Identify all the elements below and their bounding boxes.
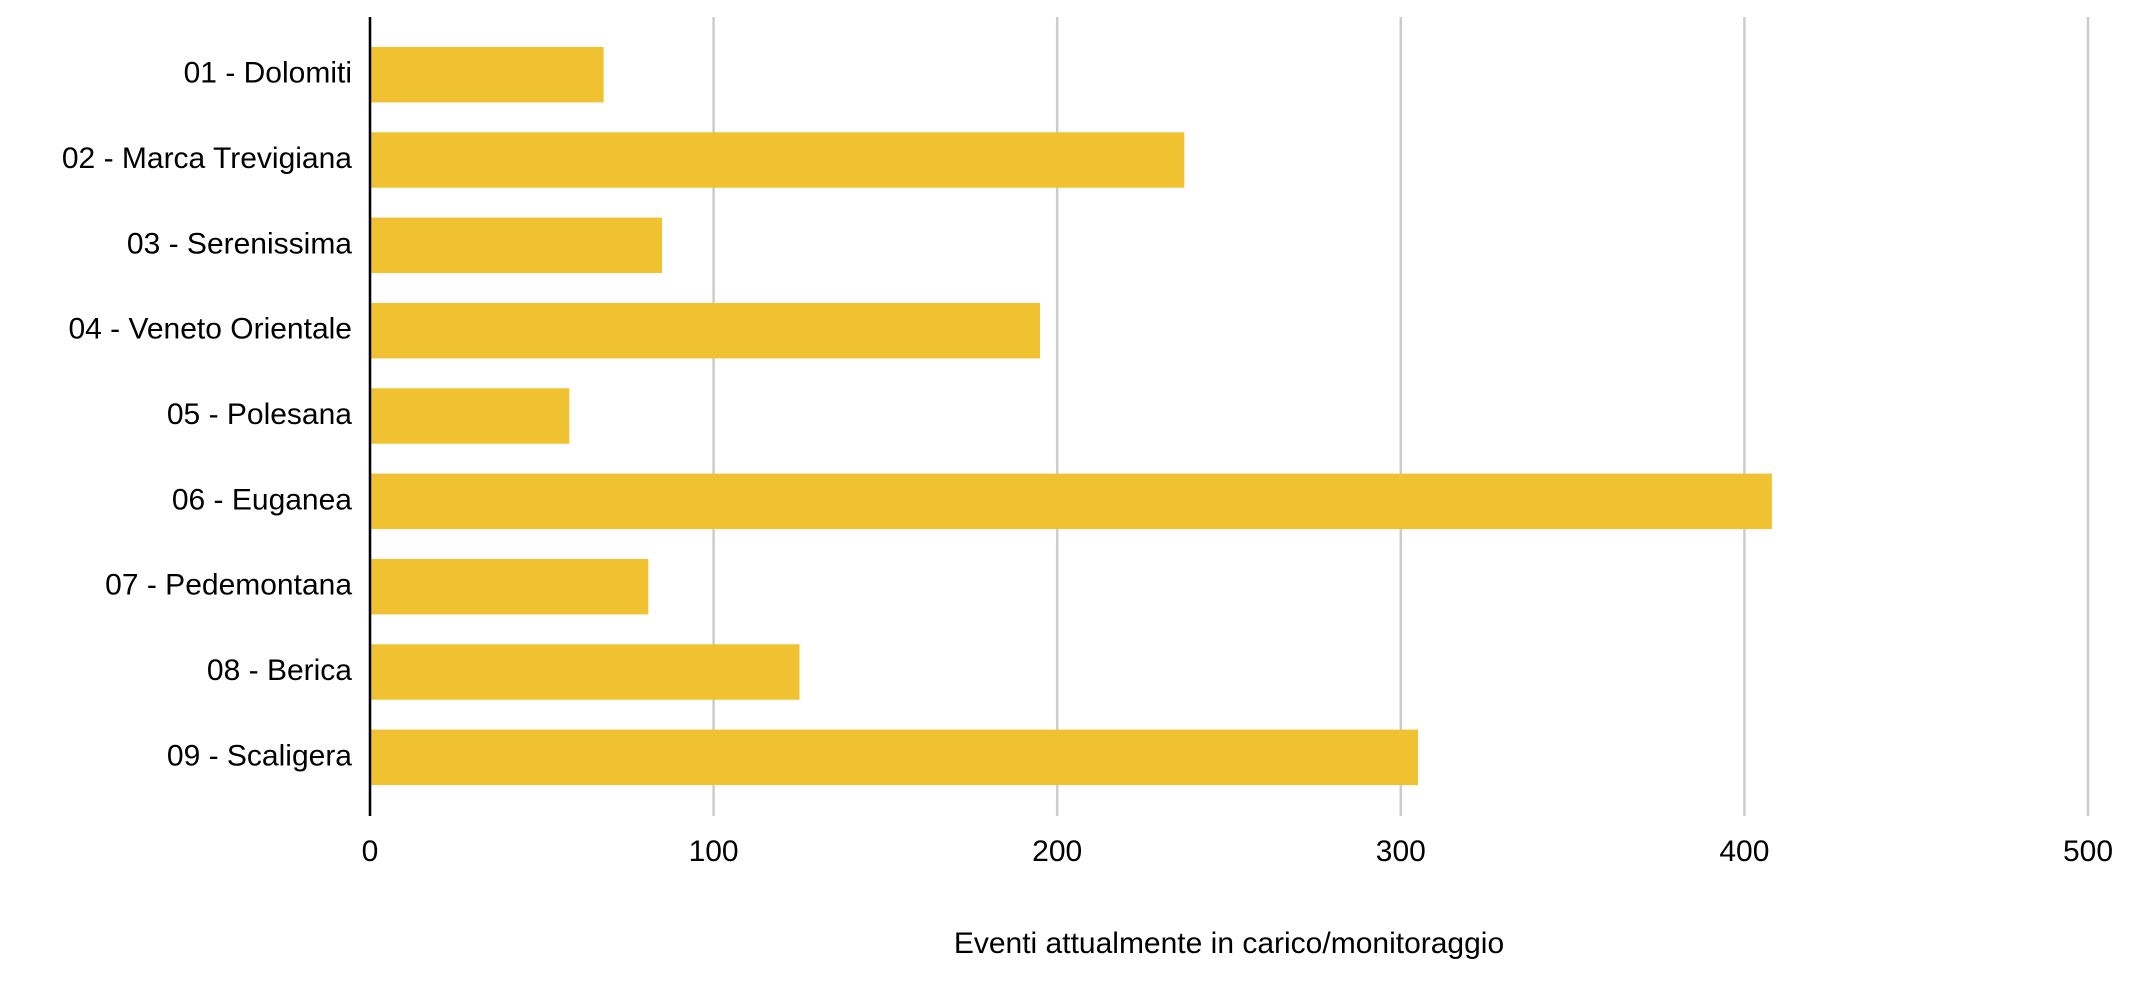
x-tick-label: 200 [1032,835,1082,868]
y-tick-label: 02 - Marca Trevigiana [62,142,352,175]
y-tick-label: 03 - Serenissima [127,227,352,260]
bar [370,302,1041,359]
x-tick-label: 300 [1376,835,1426,868]
bar [370,644,800,700]
x-tick-label: 0 [362,835,379,868]
y-tick-label: 07 - Pedemontana [105,569,352,602]
x-tick-label: 500 [2063,835,2113,868]
bar [370,558,649,615]
bar [370,729,1418,786]
bar [370,46,604,103]
y-tick-label: 08 - Berica [207,654,352,687]
bar [370,132,1185,188]
bar [370,388,570,444]
y-tick-label: 05 - Polesana [167,398,352,431]
x-axis-title: Eventi attualmente in carico/monitoraggi… [954,927,1504,960]
y-tick-label: 04 - Veneto Orientale [68,313,352,346]
x-tick-label: 400 [1719,835,1769,868]
x-tick-label: 100 [689,835,739,868]
bar [370,473,1772,530]
y-tick-label: 01 - Dolomiti [184,57,352,90]
y-tick-label: 09 - Scaligera [167,739,352,772]
y-tick-label: 06 - Euganea [172,483,352,516]
bar [370,217,663,274]
